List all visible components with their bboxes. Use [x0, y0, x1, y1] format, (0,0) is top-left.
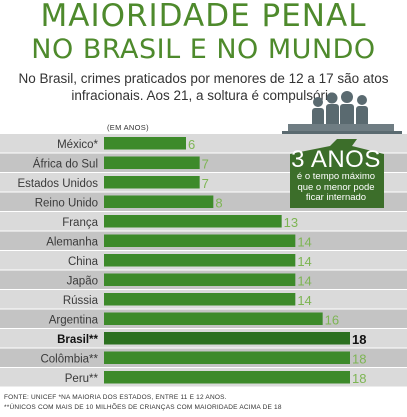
category-label-4: França	[62, 217, 98, 229]
value-label-12: 18	[352, 371, 366, 386]
value-label-0: 6	[188, 137, 195, 152]
category-label-0: México*	[57, 139, 98, 151]
title-line-1: MAIORIDADE PENAL	[40, 0, 367, 34]
bar-9	[104, 312, 323, 325]
category-label-7: Japão	[67, 275, 98, 287]
value-label-11: 18	[352, 351, 366, 366]
callout-text-line-1: é o tempo máximo	[296, 171, 376, 182]
value-label-5: 14	[297, 234, 311, 249]
footnote-line-1: FONTE: UNICEF *NA MAIORIA DOS ESTADOS, E…	[4, 394, 227, 401]
callout-big-number: 3 ANOS	[291, 146, 381, 173]
bar-8	[104, 293, 296, 306]
subtitle-line-2: infracionais. Aos 21, a soltura é compul…	[71, 88, 336, 103]
category-label-2: Estados Unidos	[17, 178, 98, 190]
chart-category-labels: México* África do Sul Estados Unidos Reino …	[17, 139, 98, 385]
callout-text: é o tempo máximo que o menor pode ficar …	[286, 171, 386, 204]
category-label-8: Rússia	[63, 295, 99, 307]
callout-text-line-3: ficar internado	[305, 192, 367, 203]
bar-10	[104, 332, 350, 345]
category-label-11: Colômbia**	[40, 353, 98, 365]
footnote-line-2: **ÚNICOS COM MAIS DE 10 MILHÕES DE CRIAN…	[4, 404, 282, 411]
callout-badge-shape	[290, 139, 384, 208]
value-label-9: 16	[325, 312, 339, 327]
value-label-7: 14	[297, 273, 311, 288]
category-label-6: China	[68, 256, 99, 268]
bar-7	[104, 273, 296, 286]
category-label-1: África do Sul	[33, 157, 98, 170]
people-icon	[282, 91, 402, 134]
chart-row-background	[0, 134, 407, 153]
bar-5	[104, 234, 296, 247]
title-line-2: NO BRASIL E NO MUNDO	[31, 34, 376, 65]
value-label-6: 14	[297, 254, 311, 269]
value-label-2: 7	[202, 176, 209, 191]
category-label-5: Alemanha	[46, 236, 98, 248]
bar-11	[104, 351, 350, 364]
callout-text-line-2: que o menor pode	[297, 181, 375, 193]
value-label-8: 14	[297, 293, 311, 308]
value-label-3: 8	[215, 195, 222, 210]
bar-2	[104, 176, 200, 189]
value-label-1: 7	[202, 156, 209, 171]
units-label: (EM ANOS)	[107, 123, 149, 132]
bar-3	[104, 195, 214, 208]
bar-4	[104, 215, 282, 228]
value-label-4: 13	[284, 215, 298, 230]
category-label-3: Reino Unido	[35, 197, 98, 209]
bar-0	[104, 137, 186, 150]
bar-1	[104, 156, 200, 169]
category-label-10: Brasil**	[57, 334, 98, 346]
bar-12	[104, 371, 350, 384]
callout-badge: 3 ANOS é o tempo máximo que o menor pode…	[286, 148, 386, 204]
chart-bars	[104, 137, 350, 384]
value-label-10: 18	[352, 332, 366, 347]
subtitle-line-1: No Brasil, crimes praticados por menores…	[18, 71, 389, 86]
category-label-9: Argentina	[49, 314, 99, 326]
category-label-12: Peru**	[65, 373, 99, 385]
bar-6	[104, 254, 296, 267]
